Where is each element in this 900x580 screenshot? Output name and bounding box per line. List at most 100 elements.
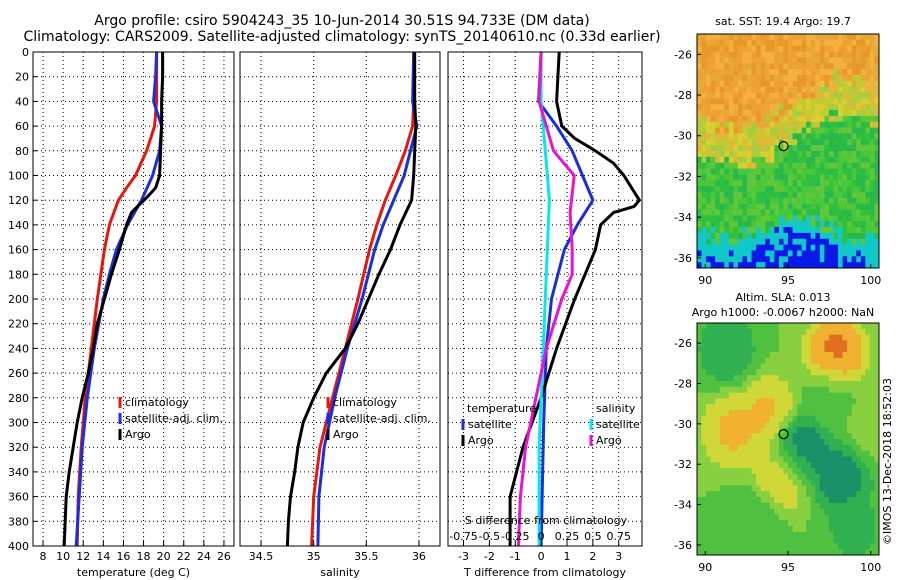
map-cell	[838, 145, 843, 152]
map-cell	[783, 98, 789, 105]
map-cell	[833, 227, 839, 234]
map-cell	[715, 543, 721, 550]
map-cell	[747, 86, 752, 93]
map-cell	[828, 410, 834, 417]
map-cell	[733, 491, 739, 498]
map-cell	[838, 110, 843, 117]
map-cell	[719, 39, 725, 47]
map-x-tick-label: 90	[698, 274, 712, 287]
map-cell	[733, 151, 739, 158]
map-cell	[801, 168, 807, 175]
map-cell	[774, 34, 780, 41]
map-cell	[824, 410, 830, 417]
map-cell	[847, 439, 853, 446]
map-cell	[728, 334, 734, 341]
map-cell	[733, 34, 739, 41]
map-cell	[733, 63, 739, 70]
map-cell	[792, 491, 798, 498]
map-cell	[756, 98, 762, 105]
map-cell	[869, 168, 875, 175]
y-tick-label: 260	[8, 367, 29, 380]
map-sla_map: 90 95 100-26-28-30-32-34-36	[674, 322, 881, 574]
map-cell	[719, 427, 725, 434]
map-cell	[774, 250, 780, 257]
map-cell	[851, 145, 857, 152]
map-cell	[851, 514, 857, 521]
map-cell	[765, 392, 771, 399]
map-cell	[751, 462, 757, 469]
map-cell	[733, 104, 739, 111]
y-tick-label: 0	[22, 46, 29, 59]
map-cell	[701, 57, 707, 64]
map-cell	[697, 232, 702, 240]
map-cell	[815, 121, 821, 128]
map-cell	[828, 334, 834, 341]
map-cell	[801, 209, 807, 216]
map-cell	[751, 346, 757, 353]
map-cell	[733, 450, 739, 457]
map-cell	[697, 34, 702, 41]
map-cell	[760, 508, 766, 515]
map-cell	[828, 232, 834, 240]
map-cell	[856, 404, 862, 411]
map-cell	[697, 439, 702, 446]
map-cell	[810, 34, 816, 41]
map-cell	[869, 444, 875, 451]
map-cell	[806, 63, 812, 70]
map-cell	[856, 209, 862, 216]
map-cell	[792, 127, 798, 134]
map-cell	[874, 502, 880, 509]
map-cell	[788, 162, 793, 169]
map-cell	[751, 174, 757, 181]
map-cell	[810, 238, 816, 245]
map-cell	[828, 479, 834, 486]
map-cell	[756, 444, 762, 451]
map-cell	[819, 92, 825, 99]
map-cell	[874, 328, 880, 335]
map-cell	[765, 34, 771, 41]
map-cell	[797, 340, 803, 347]
map-cell	[728, 410, 734, 417]
map-cell	[792, 444, 798, 451]
map-cell	[847, 514, 853, 521]
map-cell	[742, 549, 748, 556]
map-cell	[747, 203, 752, 210]
map-cell	[810, 232, 816, 240]
map-cell	[847, 398, 853, 405]
map-cell	[697, 238, 702, 245]
map-cell	[792, 497, 798, 504]
map-cell	[869, 104, 875, 111]
map-cell	[874, 456, 880, 463]
map-cell	[851, 386, 857, 393]
map-cell	[847, 92, 853, 99]
map-cell	[769, 439, 775, 446]
map-cell	[728, 456, 734, 463]
map-cell	[733, 334, 739, 341]
map-cell	[801, 127, 807, 134]
map-cell	[756, 45, 762, 52]
map-cell	[833, 485, 839, 492]
map-cell	[792, 410, 798, 417]
map-cell	[833, 433, 839, 440]
map-cell	[856, 57, 862, 64]
map-cell	[838, 139, 843, 146]
map-cell	[756, 197, 762, 205]
map-cell	[788, 80, 793, 88]
map-cell	[760, 45, 766, 52]
panel-salinity: 34.5 35 35.5 36salinityclimatologysatellite…	[239, 51, 441, 579]
map-cell	[733, 80, 739, 88]
series-line	[537, 52, 551, 546]
map-cell	[728, 346, 734, 353]
map-cell	[815, 485, 821, 492]
map-cell	[710, 186, 716, 193]
map-cell	[792, 227, 798, 234]
map-cell	[701, 197, 707, 205]
map-cell	[815, 537, 821, 544]
map-cell	[797, 34, 803, 41]
map-cell	[797, 352, 803, 359]
map-cell	[847, 473, 853, 480]
map-cell	[833, 404, 839, 411]
map-cell	[847, 232, 853, 240]
map-cell	[774, 404, 780, 411]
map-cell	[797, 110, 803, 117]
